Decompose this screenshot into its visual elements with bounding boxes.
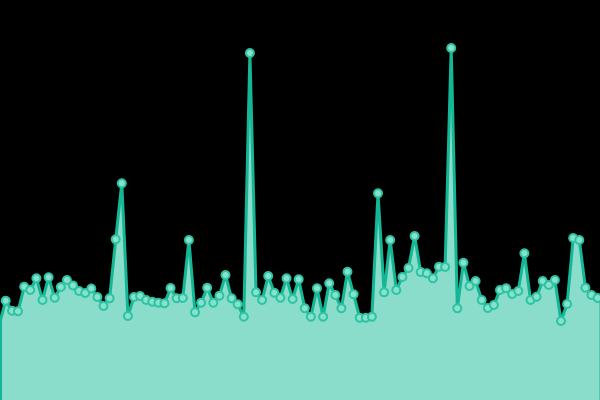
data-point-marker [519,248,530,259]
data-point-marker [580,282,591,293]
data-point-marker [458,257,469,268]
data-point-marker [409,231,420,241]
data-point-marker [513,286,524,296]
data-point-marker [421,268,432,279]
data-point-marker [183,235,194,245]
data-point-marker [208,297,219,308]
data-point-marker [86,283,97,294]
data-point-marker [165,283,176,293]
data-point-marker [257,295,268,305]
data-point-marker [574,235,585,245]
data-point-marker [0,295,11,306]
data-point-marker [49,292,60,303]
data-point-marker [25,285,36,295]
data-point-marker [391,285,402,295]
data-point-marker [159,298,170,309]
data-point-marker [446,43,457,53]
data-point-marker [342,266,353,277]
area-fill [0,48,600,400]
data-point-marker [403,263,414,273]
data-point-marker [592,293,600,303]
data-point-marker [263,271,274,281]
data-point-marker [110,234,121,245]
data-point-marker [556,316,566,326]
data-point-marker [427,273,438,284]
data-point-marker [92,292,103,302]
data-point-marker [13,306,23,317]
data-point-marker [543,280,554,290]
data-point-marker [397,272,408,282]
data-point-marker [452,303,463,314]
data-point-marker [251,287,261,298]
data-point-marker [281,273,292,284]
data-point-marker [232,299,243,310]
data-point-marker [226,293,237,304]
data-point-marker [312,283,322,294]
data-point-marker [43,272,54,283]
data-point-marker [244,48,255,58]
data-point-marker [501,283,512,294]
data-point-marker [531,291,542,302]
data-point-marker [464,281,475,291]
data-point-marker [202,282,213,293]
data-point-marker [55,282,66,292]
data-point-marker [116,178,127,189]
data-point-marker [470,276,481,286]
data-point-marker [293,274,304,285]
data-point-marker [549,275,560,285]
data-point-marker [269,287,280,298]
data-point-marker [562,299,573,309]
data-point-marker [98,301,109,311]
data-point-marker [330,290,341,300]
data-point-marker [214,290,225,301]
data-point-marker [348,289,359,300]
data-point-marker [366,311,377,322]
data-point-marker [385,235,396,245]
data-point-marker [373,188,383,199]
data-point-marker [104,293,115,304]
data-point-marker [275,292,286,303]
data-point-marker [31,273,42,284]
data-point-marker [177,293,188,303]
data-point-marker [488,300,499,310]
data-point-marker [122,311,133,321]
data-point-marker [238,311,249,322]
data-point-marker [61,275,72,285]
data-point-marker [220,270,231,280]
data-point-marker [299,303,310,314]
data-point-marker [287,294,298,304]
data-point-marker [336,303,347,314]
data-point-marker [305,311,316,322]
data-point-marker [196,297,207,308]
data-point-marker [190,307,200,318]
data-point-marker [476,295,487,305]
data-point-marker [37,295,48,305]
data-point-marker [324,278,335,289]
data-point-marker [68,280,78,291]
data-point-marker [440,262,451,272]
data-point-marker [318,311,329,322]
data-point-marker [379,287,390,298]
